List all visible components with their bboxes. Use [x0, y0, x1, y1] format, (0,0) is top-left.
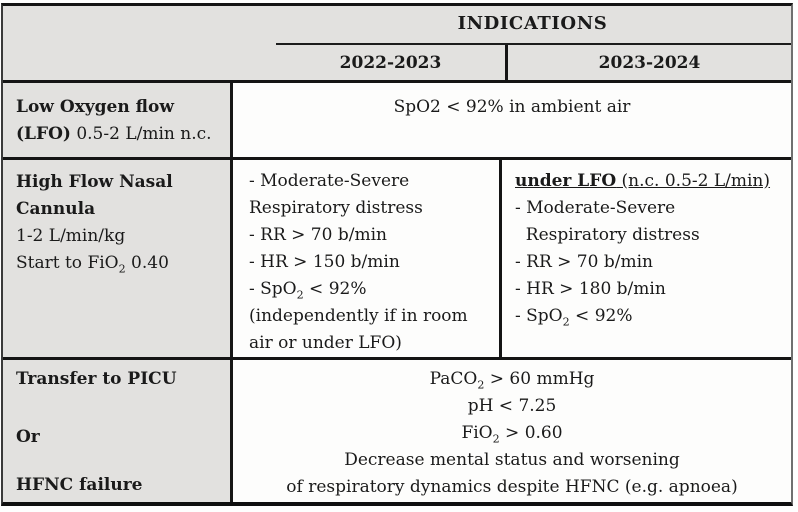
text-line: Decrease mental status and worsening	[344, 450, 680, 470]
title-underline-rule	[276, 43, 791, 45]
table-header: INDICATIONS 2022-2023 2023-2024	[3, 6, 791, 83]
text-line: Start to FiO2 0.40	[16, 253, 169, 276]
row-picu-transfer: Transfer to PICU Or HFNC failure PaCO2 >…	[3, 360, 791, 502]
row-low-oxygen-flow: Low Oxygen flow (LFO) 0.5-2 L/min n.c. Sp…	[3, 83, 791, 160]
table-title: INDICATIONS	[457, 13, 608, 34]
indications-table: INDICATIONS 2022-2023 2023-2024 Low Oxyg…	[1, 3, 793, 506]
text-line: Respiratory distress	[249, 198, 423, 218]
row-picu-label: Transfer to PICU Or HFNC failure	[3, 360, 233, 502]
row-hfnc-criteria-2022-2023: - Moderate-Severe Respiratory distress - R…	[233, 160, 502, 357]
column-header-2023-2024: 2023-2024	[598, 52, 701, 73]
text-line: FiO2 > 0.60	[461, 423, 563, 446]
text-line: pH < 7.25	[467, 396, 557, 416]
text-line: - SpO2 < 92%	[515, 306, 633, 329]
column-header-2022-2023: 2022-2023	[276, 45, 508, 80]
text-line: - SpO2 < 92%	[249, 279, 367, 302]
text-line: (independently if in room	[249, 306, 468, 326]
text-line: of respiratory dynamics despite HFNC (e.…	[286, 477, 738, 497]
text-line: - RR > 70 b/min	[515, 252, 653, 272]
label-or: Or	[16, 427, 40, 447]
text-line: - Moderate-Severe	[249, 171, 410, 191]
row-hfnc-label: High Flow Nasal Cannula 1-2 L/min/kg Start …	[3, 160, 233, 357]
year-columns-header: 2022-2023 2023-2024	[276, 45, 791, 80]
text-line: Cannula	[16, 199, 96, 219]
label-hfnc-failure: HFNC failure	[16, 475, 143, 495]
text-line: under LFO (n.c. 0.5-2 L/min)	[515, 171, 771, 191]
text-line: SpO2 < 92% in ambient air	[393, 97, 631, 117]
row-hfnc: High Flow Nasal Cannula 1-2 L/min/kg Start …	[3, 160, 791, 360]
text-line: Respiratory distress	[515, 225, 700, 245]
row-lfo-criteria: SpO2 < 92% in ambient air	[233, 83, 791, 157]
label-transfer-to-picu: Transfer to PICU	[16, 369, 177, 389]
text-line: High Flow Nasal	[16, 172, 173, 192]
row-hfnc-criteria-2023-2024: under LFO (n.c. 0.5-2 L/min) - Moderate-S…	[502, 160, 791, 357]
row-lfo-label: Low Oxygen flow (LFO) 0.5-2 L/min n.c.	[3, 83, 233, 157]
text-line: - RR > 70 b/min	[249, 225, 387, 245]
text-line: PaCO2 > 60 mmHg	[429, 369, 595, 392]
text-line: - Moderate-Severe	[515, 198, 676, 218]
row-picu-criteria: PaCO2 > 60 mmHg pH < 7.25 FiO2 > 0.60 Decre…	[233, 360, 791, 502]
text-line: - HR > 180 b/min	[515, 279, 666, 299]
text-line: air or under LFO)	[249, 333, 402, 353]
text-line: (LFO) 0.5-2 L/min n.c.	[16, 124, 212, 144]
text-line: - HR > 150 b/min	[249, 252, 400, 272]
text-line: Low Oxygen flow	[16, 97, 174, 117]
text-line: 1-2 L/min/kg	[16, 226, 126, 246]
